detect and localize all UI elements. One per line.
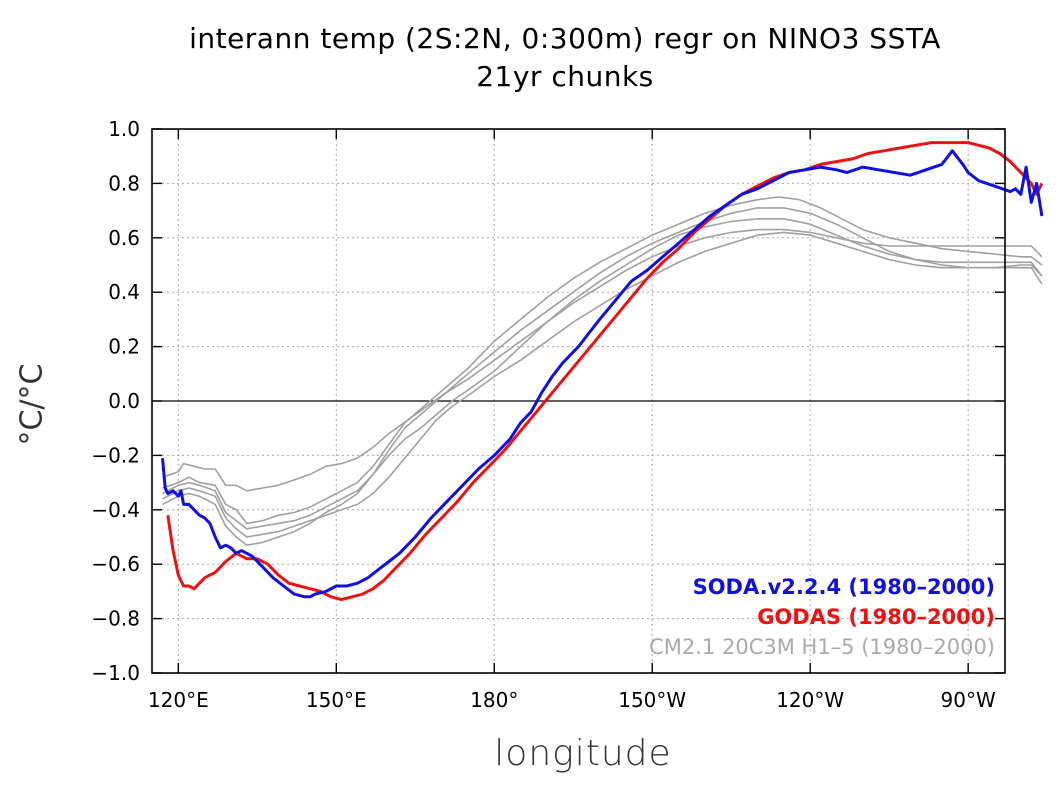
series-line [162, 231, 1043, 538]
y-tick-label: 0.0 [108, 389, 140, 413]
chart-subtitle: 21yr chunks [476, 60, 654, 93]
y-tick-label: 1.0 [108, 117, 140, 141]
legend-entry: SODA.v2.2.4 (1980–2000) [693, 575, 995, 599]
legend: SODA.v2.2.4 (1980–2000) GODAS (1980–2000)… [649, 575, 995, 659]
series-line [162, 228, 1043, 492]
y-tick-label: 0.2 [108, 335, 140, 359]
y-tick-label: −0.4 [91, 498, 140, 522]
series-line [162, 207, 1043, 546]
x-tick-label: 120°E [148, 688, 209, 712]
y-tick-label: 0.8 [108, 171, 140, 195]
axis-ticks [152, 128, 1005, 674]
x-tick-label: 90°W [941, 688, 996, 712]
y-tick-label: −0.8 [91, 607, 140, 631]
x-tick-label: 120°W [776, 688, 844, 712]
series-line [162, 196, 1043, 525]
x-tick-label: 150°W [618, 688, 686, 712]
y-tick-label: −0.6 [91, 552, 140, 576]
legend-entry: CM2.1 20C3M H1–5 (1980–2000) [649, 635, 995, 659]
y-tick-labels: 1.0 0.8 0.6 0.4 0.2 0.0 −0.2 −0.4 −0.6 −0.8 −1.0 [91, 117, 140, 685]
y-tick-label: −1.0 [91, 661, 140, 685]
y-tick-label: 0.4 [108, 280, 140, 304]
y-tick-label: −0.2 [91, 443, 140, 467]
series-line [162, 218, 1043, 530]
y-tick-label: 0.6 [108, 226, 140, 250]
x-tick-labels: 120°E 150°E 180° 150°W 120°W 90°W [148, 688, 996, 712]
x-tick-label: 150°E [306, 688, 367, 712]
series-layer [161, 141, 1044, 602]
y-axis-label: °C/°C [14, 363, 50, 446]
legend-entry: GODAS (1980–2000) [757, 605, 995, 629]
x-axis-label: longitude [494, 733, 672, 774]
series-line [161, 149, 1044, 599]
chart-title: interann temp (2S:2N, 0:300m) regr on NI… [189, 22, 941, 55]
x-tick-label: 180° [470, 688, 518, 712]
series-line [166, 141, 1044, 602]
